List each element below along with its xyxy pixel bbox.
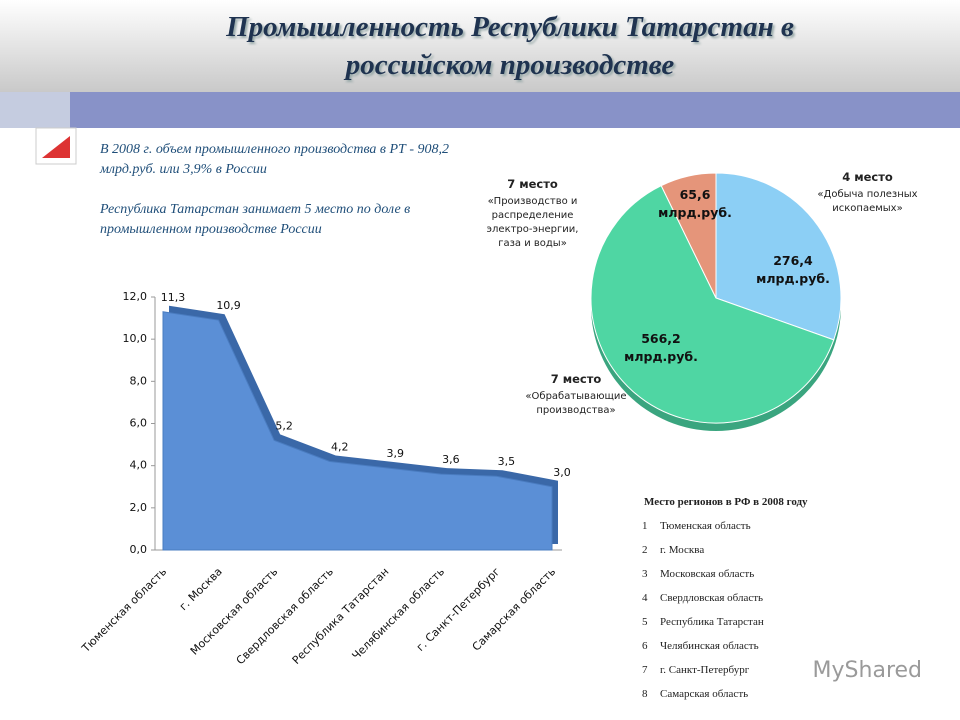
ranking-name: Тюменская область: [660, 520, 751, 532]
ranking-title: Место регионов в РФ в 2008 году: [644, 496, 808, 508]
header-stripe-left: [0, 92, 70, 128]
y-tick-label: 8,0: [130, 374, 148, 387]
ranking-name: Челябинская область: [660, 640, 759, 652]
header-band: [0, 0, 960, 92]
y-tick-label: 12,0: [123, 290, 148, 303]
value-label: 566,2 млрд.руб.: [624, 331, 698, 364]
ranking-name: г. Санкт-Петербург: [660, 664, 750, 676]
y-tick-label: 0,0: [130, 543, 148, 556]
slice-rank: 4 место: [842, 170, 893, 184]
x-tick-label: Республика Татарстан: [290, 565, 392, 667]
ranking-name: Республика Татарстан: [660, 616, 764, 628]
slice-rank: 7 место: [550, 372, 602, 386]
value-label: 65,6 млрд.руб.: [658, 187, 732, 220]
ranking-number: 6: [642, 640, 648, 652]
value-label: 10,9: [216, 299, 241, 312]
pie-slice: [590, 184, 835, 424]
y-tick-label: 10,0: [123, 332, 148, 345]
slide-title: Промышленность Республики Татарстан в ро…: [226, 11, 794, 81]
header-stripe: [70, 92, 960, 128]
intro-text: Республика Татарстан занимает 5 место по…: [100, 202, 411, 237]
intro-text: В 2008 г. объем промышленного производст…: [100, 142, 450, 177]
ranking-name: г. Москва: [660, 544, 705, 556]
value-label: 3,9: [387, 447, 405, 460]
x-tick-label: Свердловская область: [234, 565, 336, 667]
value-label: 11,3: [161, 291, 186, 304]
slice-label: «Добыча полезных ископаемых»: [817, 189, 918, 214]
ranking-number: 1: [642, 520, 648, 532]
ranking-name: Самарская область: [660, 688, 749, 700]
value-label: 276,4 млрд.руб.: [756, 253, 830, 286]
ranking-number: 5: [642, 616, 648, 628]
value-label: 5,2: [275, 419, 293, 432]
y-tick-label: 4,0: [130, 459, 148, 472]
x-tick-label: г. Москва: [177, 565, 225, 613]
slice-rank: 7 место: [507, 177, 558, 191]
y-tick-label: 2,0: [130, 501, 148, 514]
pie-slice: [715, 172, 842, 341]
watermark: MyShared: [812, 658, 922, 683]
value-label: 3,6: [442, 453, 460, 466]
ranking-number: 8: [642, 688, 648, 700]
pie-slice: [660, 172, 717, 299]
y-tick-label: 6,0: [130, 417, 148, 430]
value-label: 4,2: [331, 440, 349, 453]
x-tick-label: Тюменская область: [79, 565, 170, 656]
ranking-name: Свердловская область: [660, 592, 764, 604]
slice-label: «Обрабатывающие производства»: [525, 391, 627, 416]
ranking-number: 4: [642, 592, 648, 604]
ranking-number: 2: [642, 544, 648, 556]
ranking-name: Московская область: [660, 568, 755, 580]
value-label: 3,5: [498, 455, 516, 468]
x-tick-label: Челябинская область: [350, 565, 447, 662]
logo-mark: [42, 136, 70, 158]
area: [162, 311, 553, 551]
ranking-number: 3: [642, 568, 648, 580]
slice-label: «Производство и распределение электро-эн…: [486, 196, 579, 249]
value-label: 3,0: [553, 466, 571, 479]
ranking-number: 7: [642, 664, 648, 676]
